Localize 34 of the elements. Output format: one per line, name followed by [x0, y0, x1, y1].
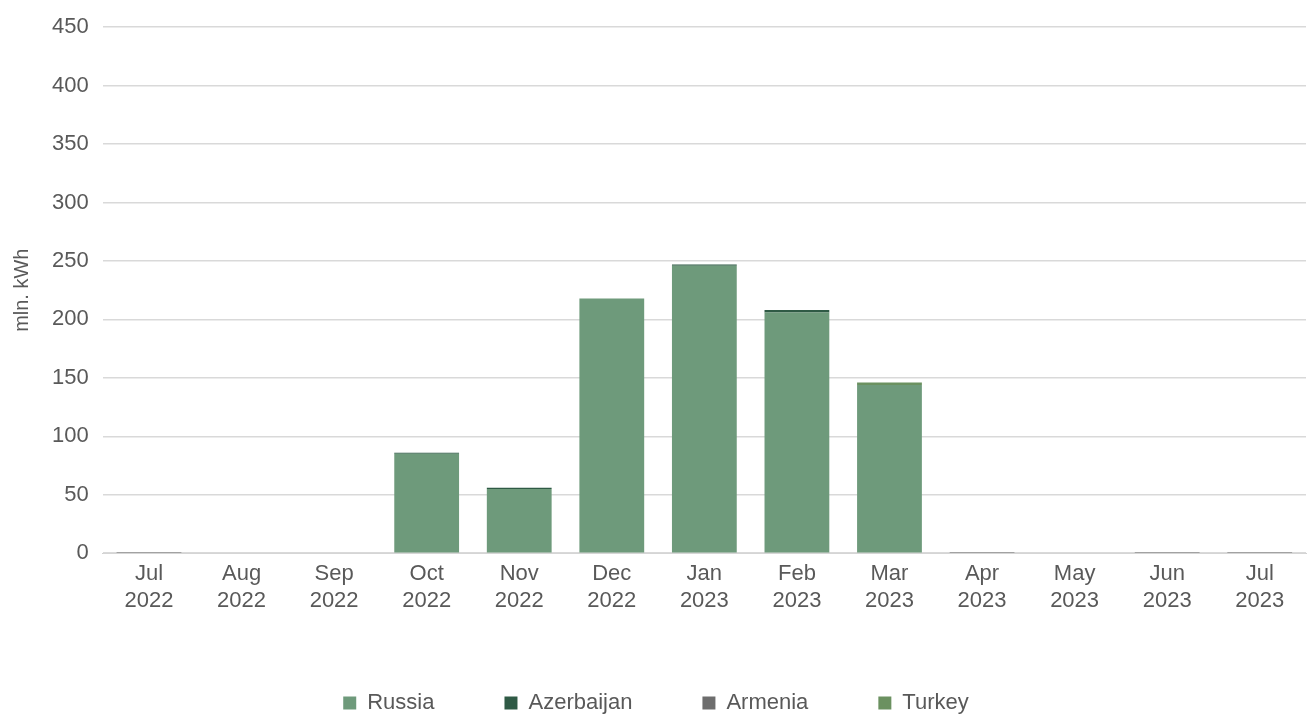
legend-label: Armenia: [726, 689, 810, 715]
legend-label: Russia: [367, 689, 436, 715]
x-tick-label: Jan 2023: [679, 560, 729, 612]
x-tick-label: Mar 2023: [865, 560, 914, 612]
x-tick-label: May 2023: [1050, 560, 1100, 612]
y-tick-label: 200: [51, 305, 89, 331]
bar: [486, 488, 552, 553]
y-tick-label: 100: [51, 422, 89, 448]
y-tick-label: 400: [51, 71, 89, 97]
y-axis-title: mln. kWh: [9, 248, 32, 332]
legend-label: Turkey: [902, 689, 969, 715]
y-tick-label: 450: [51, 13, 89, 39]
bar: [394, 453, 460, 553]
x-tick-label: Sep 2022: [309, 560, 359, 612]
x-tick-label: Dec 2022: [587, 560, 637, 612]
y-tick-label: 0: [76, 539, 89, 565]
bar: [857, 384, 922, 553]
y-tick-label: 150: [51, 363, 89, 389]
y-tick-label: 50: [64, 480, 89, 506]
x-tick-label: Jun 2023: [1142, 560, 1192, 612]
x-tick-label: Apr 2023: [957, 560, 1007, 612]
y-tick-label: 300: [51, 188, 89, 214]
bar: [764, 312, 830, 553]
x-tick-label: Nov 2022: [494, 560, 544, 612]
x-tick-label: Oct 2022: [402, 560, 452, 612]
legend-label: Azerbaijan: [528, 689, 633, 715]
y-tick-label: 250: [51, 247, 89, 273]
x-tick-label: Feb 2023: [772, 560, 822, 612]
bar: [579, 298, 645, 553]
y-tick-label: 350: [51, 130, 89, 156]
bar: [671, 265, 737, 553]
x-tick-label: Jul 2023: [1235, 560, 1285, 612]
x-tick-label: Aug 2022: [217, 560, 267, 612]
x-tick-label: Jul 2022: [124, 560, 174, 612]
